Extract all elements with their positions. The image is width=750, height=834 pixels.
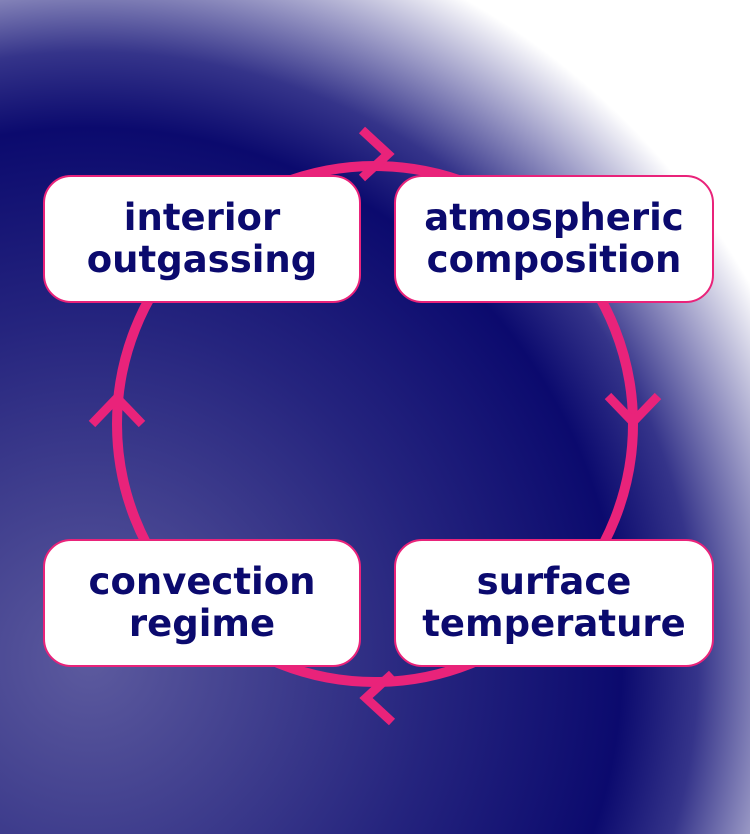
node-convection-regime: convection regime bbox=[43, 539, 361, 667]
node-label-line-1: surface bbox=[476, 560, 632, 603]
node-label-line-1: convection bbox=[88, 560, 316, 603]
node-label-line-2: regime bbox=[128, 602, 276, 645]
node-atmospheric-composition: atmospheric composition bbox=[394, 175, 714, 303]
arrow-left-icon bbox=[359, 670, 396, 726]
arrow-down-icon bbox=[604, 392, 662, 429]
node-label-line-2: temperature bbox=[422, 602, 686, 645]
arrow-right-icon bbox=[358, 126, 395, 182]
node-label-line-2: composition bbox=[426, 238, 682, 281]
node-label-line-1: atmospheric bbox=[424, 196, 684, 239]
node-label-line-1: interior bbox=[123, 196, 281, 239]
arrow-up-icon bbox=[88, 391, 146, 428]
node-surface-temperature: surface temperature bbox=[394, 539, 714, 667]
node-label-line-2: outgassing bbox=[86, 238, 318, 281]
node-interior-outgassing: interior outgassing bbox=[43, 175, 361, 303]
